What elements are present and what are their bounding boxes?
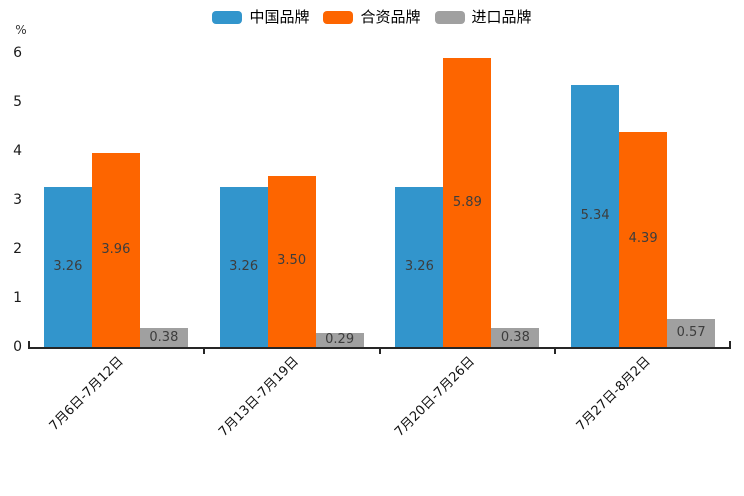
bar: [139, 328, 188, 347]
bar: [267, 175, 316, 347]
chart-legend: 中国品牌 合资品牌 进口品牌: [0, 8, 744, 26]
legend-item: 中国品牌: [212, 8, 309, 26]
axis-tick: [378, 349, 381, 354]
bar: [43, 187, 92, 347]
x-tick-label: 7月6日-7月12日: [46, 354, 127, 434]
bar: [219, 187, 268, 347]
x-tick-label: 7月13日-7月19日: [216, 354, 303, 440]
bar-value-label: 0.29: [325, 331, 355, 347]
y-tick-label: 3: [13, 192, 22, 208]
legend-item: 进口品牌: [434, 8, 532, 26]
legend-item: 合资品牌: [323, 8, 421, 26]
y-tick-label: 4: [13, 143, 22, 159]
bar-value-label: 3.96: [101, 241, 131, 257]
axis-end-tick: [729, 341, 731, 347]
bar-value-label: 5.34: [580, 208, 610, 224]
bar: [315, 332, 364, 347]
legend-swatch-icon: [323, 10, 354, 24]
bar: [395, 187, 444, 347]
legend-swatch-icon: [212, 10, 243, 24]
bar-value-label: 0.38: [500, 329, 530, 345]
legend-label: 进口品牌: [471, 8, 532, 26]
bar-value-label: 3.26: [229, 259, 259, 275]
y-tick-label: 2: [13, 241, 22, 257]
y-tick-label: 1: [13, 290, 22, 306]
bar-value-label: 0.57: [676, 325, 706, 341]
bar-value-label: 5.89: [452, 194, 482, 210]
axis-tick: [202, 349, 205, 354]
y-tick-label: 6: [13, 45, 22, 61]
axis-end-tick: [28, 341, 30, 347]
bar: [443, 58, 492, 347]
bar-value-label: 3.26: [404, 259, 434, 275]
x-axis-line: [28, 347, 731, 349]
x-tick-label: 7月20日-7月26日: [392, 354, 478, 440]
bar: [667, 319, 716, 347]
y-tick-label: 0: [13, 339, 22, 355]
bar-value-label: 3.50: [277, 253, 307, 269]
legend-swatch-icon: [434, 10, 465, 24]
legend-label: 中国品牌: [249, 8, 310, 26]
axis-tick: [554, 349, 557, 354]
x-tick-label: 7月27日-8月2日: [573, 354, 654, 434]
bar: [491, 328, 540, 347]
y-tick-label: 5: [13, 94, 22, 110]
bar-value-label: 0.38: [149, 329, 179, 345]
legend-label: 合资品牌: [360, 8, 421, 26]
bar-value-label: 4.39: [628, 231, 658, 247]
bar: [571, 85, 620, 347]
bar: [619, 131, 668, 347]
y-axis-unit-label: %: [15, 23, 27, 37]
bar-value-label: 3.26: [53, 259, 83, 275]
bar: [91, 152, 140, 347]
